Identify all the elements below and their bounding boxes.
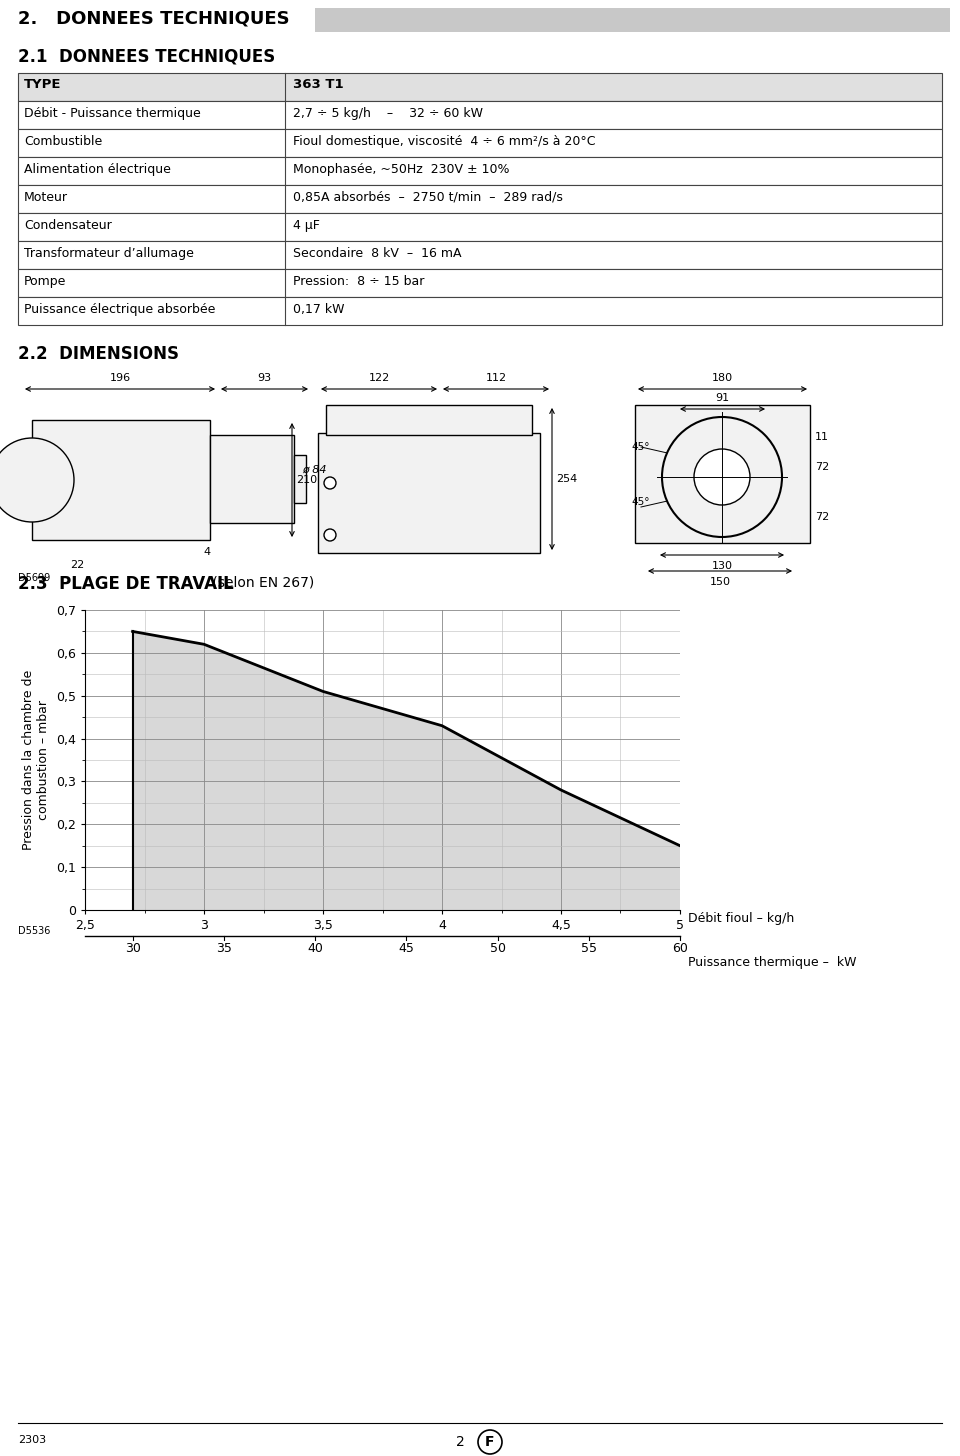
Circle shape	[324, 529, 336, 542]
Circle shape	[478, 1430, 502, 1455]
Text: TYPE: TYPE	[24, 79, 61, 90]
Bar	[32, 419, 210, 540]
Text: Alimentation électrique: Alimentation électrique	[24, 163, 171, 176]
Bar	[315, 7, 950, 32]
Text: Monophasée, ~50Hz  230V ± 10%: Monophasée, ~50Hz 230V ± 10%	[293, 163, 510, 176]
Text: 2303: 2303	[18, 1436, 46, 1444]
Bar	[18, 157, 942, 185]
Circle shape	[0, 438, 74, 523]
Polygon shape	[132, 632, 680, 910]
Text: 2,7 ÷ 5 kg/h    –    32 ÷ 60 kW: 2,7 ÷ 5 kg/h – 32 ÷ 60 kW	[293, 106, 483, 119]
Text: Pompe: Pompe	[24, 275, 66, 288]
Text: 0,85A absorbés  –  2750 t/min  –  289 rad/s: 0,85A absorbés – 2750 t/min – 289 rad/s	[293, 191, 563, 204]
Text: 2.3  PLAGE DE TRAVAIL: 2.3 PLAGE DE TRAVAIL	[18, 575, 233, 593]
Bar	[326, 405, 532, 435]
Text: ø 84: ø 84	[302, 464, 326, 475]
Text: 72: 72	[815, 462, 829, 472]
Text: (selon EN 267): (selon EN 267)	[208, 575, 314, 590]
Text: F: F	[485, 1436, 494, 1449]
Bar	[294, 454, 306, 502]
Text: 93: 93	[257, 373, 272, 383]
Text: Moteur: Moteur	[24, 191, 68, 204]
Circle shape	[324, 478, 336, 489]
Text: 122: 122	[369, 373, 390, 383]
Text: 150: 150	[709, 577, 731, 587]
Text: 91: 91	[715, 393, 730, 403]
Text: 4 μF: 4 μF	[293, 218, 320, 232]
Text: 72: 72	[815, 513, 829, 523]
Text: 130: 130	[711, 561, 732, 571]
Bar	[635, 405, 810, 543]
Text: 60: 60	[672, 942, 688, 955]
Text: Condensateur: Condensateur	[24, 218, 111, 232]
Text: 180: 180	[712, 373, 733, 383]
Text: 45°: 45°	[631, 443, 650, 451]
Text: D5536: D5536	[18, 926, 50, 936]
Text: 45°: 45°	[631, 496, 650, 507]
Bar	[18, 297, 942, 325]
Bar	[18, 100, 942, 130]
Text: 254: 254	[556, 475, 577, 483]
Text: 2.   DONNEES TECHNIQUES: 2. DONNEES TECHNIQUES	[18, 10, 290, 28]
Text: Puissance thermique –  kW: Puissance thermique – kW	[688, 957, 856, 970]
Text: D5699: D5699	[18, 574, 50, 582]
Text: 2: 2	[456, 1436, 465, 1449]
Text: 2.1  DONNEES TECHNIQUES: 2.1 DONNEES TECHNIQUES	[18, 48, 276, 66]
Text: Transformateur d’allumage: Transformateur d’allumage	[24, 248, 194, 261]
Y-axis label: Pression dans la chambre de
combustion – mbar: Pression dans la chambre de combustion –…	[22, 670, 51, 850]
Bar	[210, 435, 294, 523]
Bar	[18, 242, 942, 269]
Text: 55: 55	[581, 942, 597, 955]
Bar	[18, 130, 942, 157]
Text: Puissance électrique absorbée: Puissance électrique absorbée	[24, 303, 215, 316]
Bar	[18, 73, 942, 100]
Text: 196: 196	[109, 373, 131, 383]
Text: Pression:  8 ÷ 15 bar: Pression: 8 ÷ 15 bar	[293, 275, 424, 288]
Circle shape	[694, 448, 750, 505]
Bar	[18, 269, 942, 297]
Text: 45: 45	[398, 942, 414, 955]
Text: 35: 35	[216, 942, 231, 955]
Bar	[318, 432, 540, 553]
Text: 2.2  DIMENSIONS: 2.2 DIMENSIONS	[18, 345, 179, 363]
Text: 11: 11	[815, 432, 829, 443]
Text: Débit fioul – kg/h: Débit fioul – kg/h	[688, 911, 794, 925]
Circle shape	[662, 416, 782, 537]
Text: 22: 22	[70, 561, 84, 569]
Text: Secondaire  8 kV  –  16 mA: Secondaire 8 kV – 16 mA	[293, 248, 462, 261]
Text: Débit - Puissance thermique: Débit - Puissance thermique	[24, 106, 201, 119]
Text: 30: 30	[125, 942, 140, 955]
Text: 363 T1: 363 T1	[293, 79, 344, 90]
Text: Fioul domestique, viscosité  4 ÷ 6 mm²/s à 20°C: Fioul domestique, viscosité 4 ÷ 6 mm²/s …	[293, 135, 595, 149]
Bar	[18, 213, 942, 242]
Text: Combustible: Combustible	[24, 135, 103, 149]
Bar	[18, 185, 942, 213]
Text: 112: 112	[486, 373, 507, 383]
Text: 0,17 kW: 0,17 kW	[293, 303, 345, 316]
Text: 4: 4	[204, 547, 210, 558]
Text: 50: 50	[490, 942, 506, 955]
Text: 40: 40	[307, 942, 323, 955]
Text: 210: 210	[296, 475, 317, 485]
